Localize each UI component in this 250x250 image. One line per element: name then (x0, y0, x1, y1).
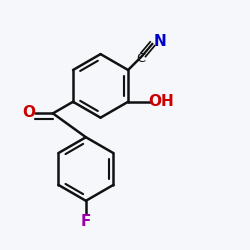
Text: OH: OH (148, 94, 174, 109)
Text: C: C (136, 52, 145, 65)
Text: N: N (154, 34, 167, 49)
Text: O: O (22, 106, 35, 120)
Text: F: F (81, 214, 91, 229)
